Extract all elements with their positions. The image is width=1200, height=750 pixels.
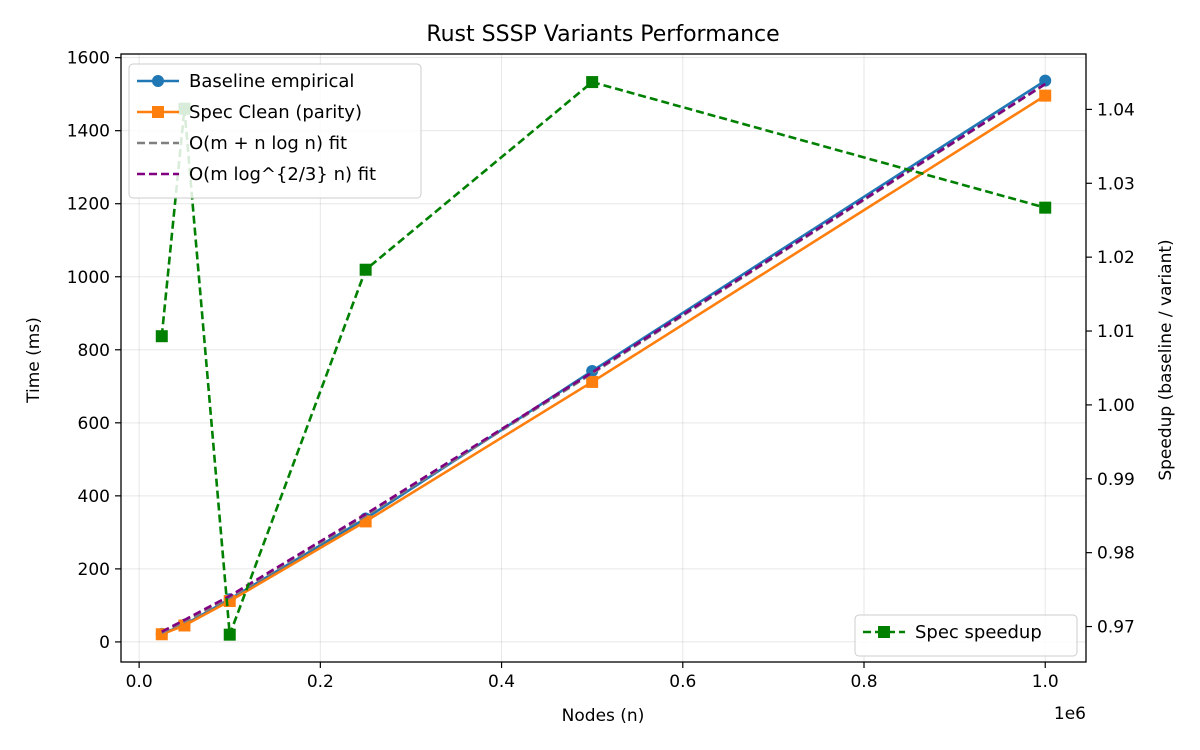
x-tick-label: 0.6 <box>669 672 696 692</box>
y-left-tick-label: 1400 <box>67 122 110 142</box>
y-right-tick-label: 0.98 <box>1097 544 1135 564</box>
data-point <box>359 263 372 276</box>
series-layer <box>155 74 1052 641</box>
legend-left: Baseline empirical Spec Clean (parity) O(m… <box>128 63 422 199</box>
y-left-tick-label: 1600 <box>67 49 110 69</box>
x-tick-label: 0.4 <box>488 672 515 692</box>
data-point <box>1039 74 1052 87</box>
y-left-tick-label: 1200 <box>67 195 110 215</box>
y-left-tick-label: 200 <box>78 560 110 580</box>
x-tick-label: 0.8 <box>850 672 877 692</box>
series-line <box>161 82 1046 633</box>
series-1 <box>155 89 1052 641</box>
chart-title: Rust SSSP Variants Performance <box>426 22 779 47</box>
y-axis-left-label: Time (ms) <box>24 317 44 404</box>
y-left-tick-label: 1000 <box>67 268 110 288</box>
data-point <box>586 76 599 89</box>
series-line <box>160 80 1046 636</box>
y-right-tick-label: 1.04 <box>1097 100 1135 120</box>
x-tick-label: 0.2 <box>307 672 334 692</box>
data-point <box>1039 89 1052 102</box>
data-point <box>223 628 236 641</box>
legend-marker <box>152 75 164 87</box>
data-point <box>178 619 191 632</box>
x-tick-label: 0.0 <box>126 672 153 692</box>
legend-marker <box>152 106 164 118</box>
series-3 <box>161 82 1046 633</box>
x-tick-label: 1.0 <box>1032 672 1059 692</box>
y-left-tick-label: 400 <box>78 487 110 507</box>
y-left-tick-label: 0 <box>99 633 110 653</box>
legend-entry-label: Spec Clean (parity) <box>189 102 362 123</box>
y-right-tick-label: 1.02 <box>1097 248 1135 268</box>
legend-entry-label: Spec speedup <box>915 622 1042 643</box>
legend-box <box>128 63 422 199</box>
y-right-tick-label: 1.03 <box>1097 174 1135 194</box>
legend-right: Spec speedup <box>854 614 1078 657</box>
legend-marker <box>878 626 890 638</box>
y-right-tick-label: 0.97 <box>1097 618 1135 638</box>
y-axis-right-label: Speedup (baseline / variant) <box>1156 239 1176 480</box>
grid-lines <box>121 54 1086 662</box>
x-axis-label: Nodes (n) <box>562 706 645 726</box>
data-point <box>586 375 599 388</box>
y-left-tick-label: 800 <box>78 341 110 361</box>
y-right-tick-label: 1.01 <box>1097 322 1135 342</box>
legend-entry-label: O(m log^{2/3} n) fit <box>189 164 376 185</box>
legend-entry-label: Baseline empirical <box>189 71 354 92</box>
data-point <box>155 330 168 343</box>
y-left-tick-label: 600 <box>78 414 110 434</box>
y-right-tick-label: 0.99 <box>1097 470 1135 490</box>
plot-frame <box>120 53 1087 663</box>
legend-entry-label: O(m + n log n) fit <box>189 133 347 154</box>
legend-box <box>854 614 1078 657</box>
y-right-tick-label: 1.00 <box>1097 396 1135 416</box>
axes-layer: 0.0 0.2 0.4 0.6 0.8 1.00200400600800100012001… <box>67 49 1135 692</box>
data-point <box>1039 201 1052 214</box>
x-axis-offset-label: 1e6 <box>1054 704 1086 724</box>
